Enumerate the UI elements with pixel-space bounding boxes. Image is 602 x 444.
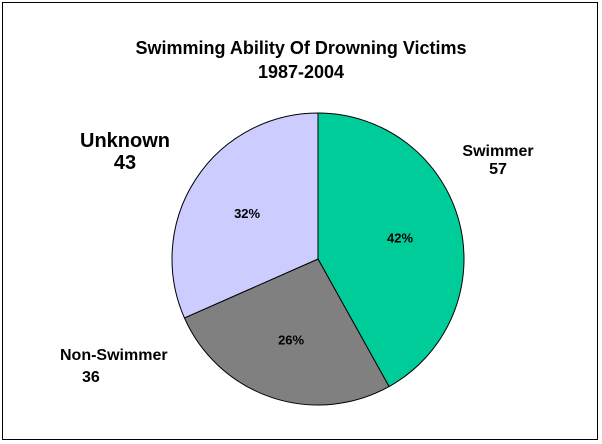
chart-subtitle: 1987-2004 — [257, 62, 345, 82]
pie-slice-unknown — [171, 112, 319, 319]
label-non-swimmer: Non-Swimmer 36 — [60, 345, 185, 389]
label-non-swimmer-value: 36 — [82, 369, 100, 386]
chart-title: Swimming Ability Of Drowning Victims — [135, 38, 467, 58]
label-unknown: Unknown 43 — [70, 130, 180, 174]
pie-percent-label-swimmer: 42% — [387, 231, 413, 246]
label-swimmer-value: 57 — [489, 161, 507, 178]
pie-percent-label-non-swimmer: 26% — [278, 332, 304, 347]
label-swimmer-name: Swimmer — [462, 143, 534, 160]
pie-slice-swimmer — [317, 112, 465, 388]
label-unknown-value: 43 — [113, 152, 137, 174]
label-non-swimmer-name: Non-Swimmer — [60, 347, 168, 364]
pie-percent-label-unknown: 32% — [234, 206, 260, 221]
label-unknown-name: Unknown — [80, 130, 170, 152]
label-swimmer: Swimmer 57 — [448, 143, 548, 179]
